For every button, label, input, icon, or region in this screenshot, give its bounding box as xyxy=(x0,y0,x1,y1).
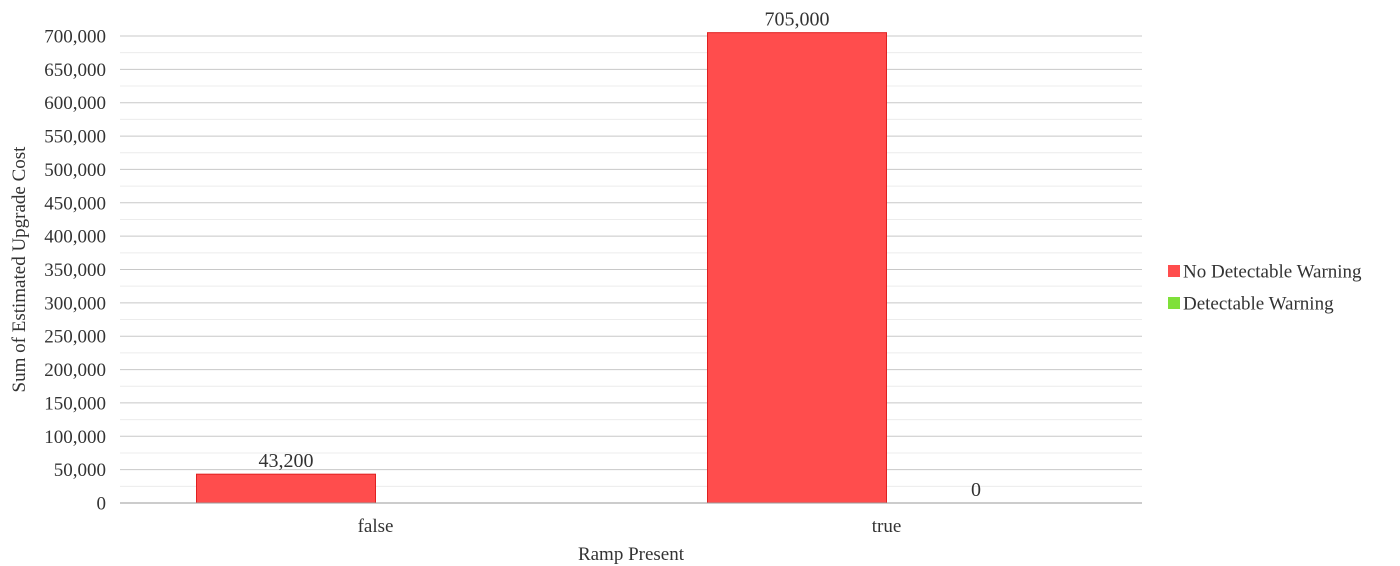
bar xyxy=(196,473,376,504)
legend-swatch xyxy=(1168,265,1180,277)
data-label: 705,000 xyxy=(765,9,830,31)
y-axis-tick-labels: 0 50,000 100,000 150,000 200,000 250,000 300,0… xyxy=(44,27,106,515)
y-tick-label: 700,000 xyxy=(44,27,106,48)
y-tick-label: 0 xyxy=(97,494,107,515)
gridlines xyxy=(120,35,1142,504)
x-axis-title: Ramp Present xyxy=(578,544,685,565)
x-axis-tick-labels: false true xyxy=(358,516,902,537)
x-tick-label: true xyxy=(872,516,902,537)
y-tick-label: 100,000 xyxy=(44,427,106,448)
y-tick-label: 650,000 xyxy=(44,60,106,81)
y-tick-label: 150,000 xyxy=(44,393,106,414)
legend-label: Detectable Warning xyxy=(1183,294,1334,315)
y-tick-label: 450,000 xyxy=(44,193,106,214)
data-label: 0 xyxy=(971,479,981,501)
bars: 43,200 705,000 0 xyxy=(196,9,981,504)
y-tick-label: 200,000 xyxy=(44,360,106,381)
y-tick-label: 250,000 xyxy=(44,327,106,348)
legend-label: No Detectable Warning xyxy=(1183,262,1362,283)
x-tick-label: false xyxy=(358,516,394,537)
y-tick-label: 500,000 xyxy=(44,160,106,181)
y-tick-label: 550,000 xyxy=(44,127,106,148)
y-tick-label: 600,000 xyxy=(44,93,106,114)
legend: No Detectable Warning Detectable Warning xyxy=(1168,262,1362,315)
y-tick-label: 50,000 xyxy=(54,460,106,481)
y-tick-label: 350,000 xyxy=(44,260,106,281)
y-axis-title: Sum of Estimated Upgrade Cost xyxy=(9,146,30,393)
bar xyxy=(707,32,887,504)
legend-swatch xyxy=(1168,297,1180,309)
y-tick-label: 300,000 xyxy=(44,293,106,314)
y-tick-label: 400,000 xyxy=(44,227,106,248)
data-label: 43,200 xyxy=(259,450,314,472)
